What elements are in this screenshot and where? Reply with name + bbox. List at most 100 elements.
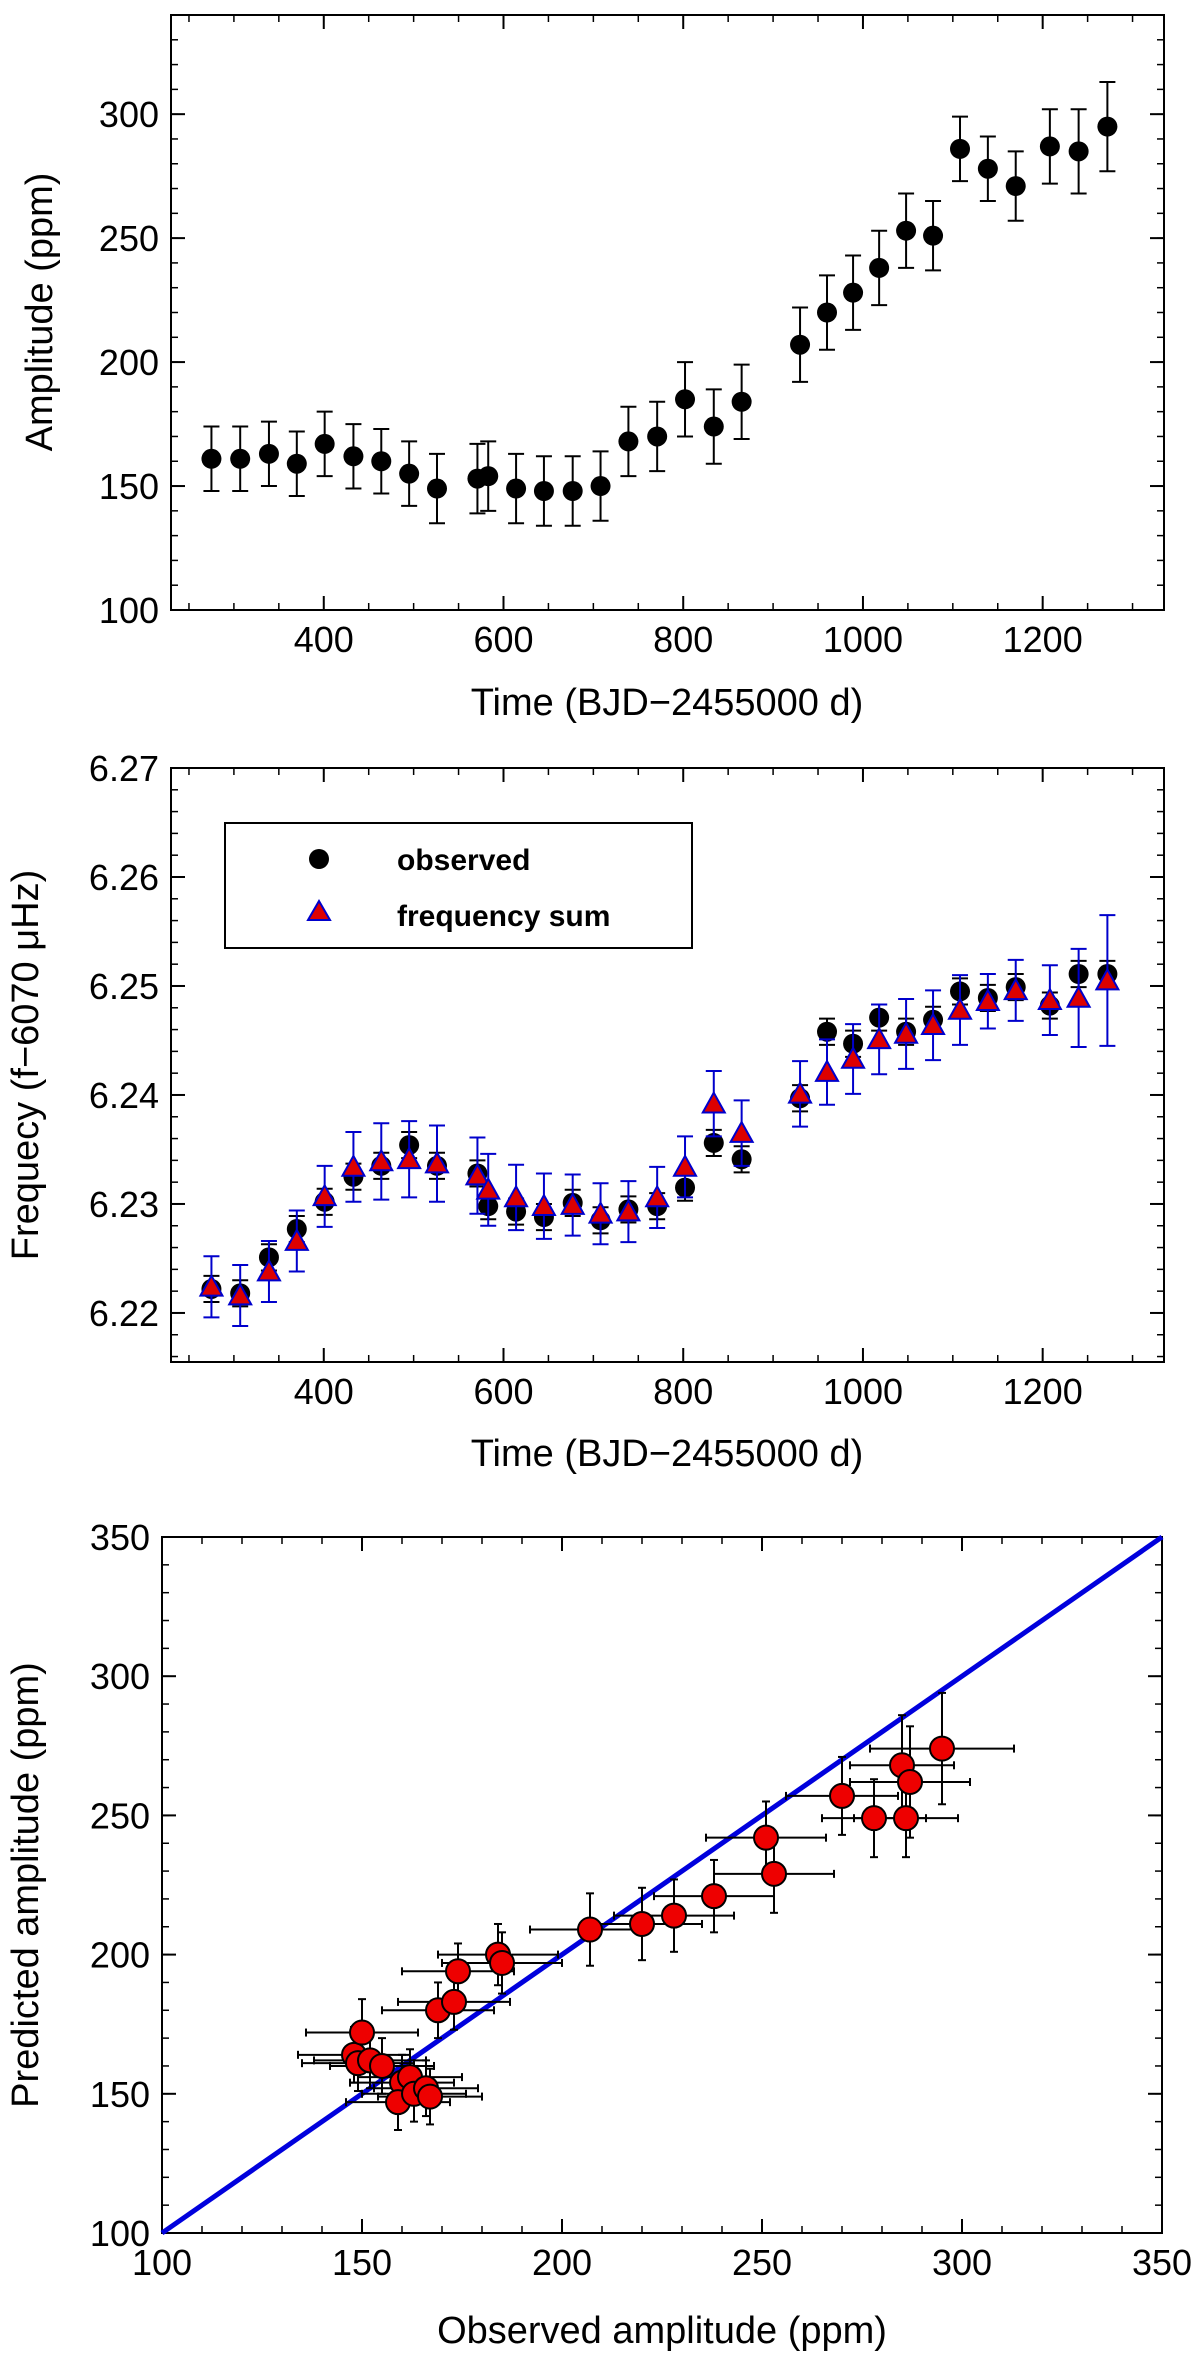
frequency-sum-point (368, 1148, 394, 1172)
frequency-time-panel: 400 600 800 1000 1200 6.22 6.23 6.24 6.25 6.26 6.2… (5, 748, 1165, 1475)
frequency-sum-point (464, 1162, 491, 1186)
y-tick-label: 150 (90, 2074, 150, 2115)
amplitude-point (703, 416, 724, 437)
amplitude-point (258, 443, 279, 464)
scatter-point (861, 1805, 887, 1832)
y-tick-label: 6.23 (89, 1184, 159, 1225)
amplitude-point (731, 391, 752, 412)
x-tick-label: 800 (653, 1371, 713, 1412)
y-tick-label: 100 (90, 2213, 150, 2254)
plot-frame (170, 767, 1165, 1363)
x-tick-label: 350 (1132, 2242, 1192, 2283)
x-tick-label: 600 (473, 1371, 533, 1412)
frequency-sum-point (1037, 987, 1063, 1010)
axis-ticks: 400 600 800 1000 1200 6.22 6.23 6.24 6.25 6.26 6.2… (89, 748, 1164, 1412)
frequency-sum-point (396, 1146, 422, 1170)
amplitude-point (1068, 141, 1089, 162)
y-tick-label: 300 (99, 94, 159, 135)
amplitude-point (1097, 116, 1118, 137)
frequency-sum-point (893, 1020, 919, 1044)
amplitude-point (201, 448, 222, 469)
frequency-sum-point (503, 1184, 529, 1208)
amplitude-point (533, 481, 554, 501)
frequency-sum-point (701, 1090, 727, 1114)
frequency-sum-point (284, 1227, 310, 1251)
y-tick-label: 100 (99, 590, 159, 631)
amplitude-point (977, 158, 998, 179)
frequency-sum-point (587, 1200, 614, 1224)
x-tick-label: 400 (294, 619, 354, 660)
x-tick-label: 1200 (1003, 1371, 1083, 1412)
amplitude-point (817, 302, 838, 323)
scatter-point (829, 1782, 855, 1809)
y-tick-label: 150 (99, 466, 159, 507)
frequency-sum-point (947, 996, 973, 1020)
amplitude-point (230, 448, 251, 469)
y-tick-label: 300 (90, 1656, 150, 1697)
predicted-observed-panel: 100 150 200 250 300 350 100 150 200 250 300 350 Obs… (5, 1517, 1192, 2352)
frequency-sum-point (787, 1080, 813, 1104)
amplitude-point (675, 389, 696, 410)
frequency-sum-point (1094, 967, 1121, 991)
axis-ticks: 100 150 200 250 300 350 100 150 200 250 300 350 (90, 1517, 1192, 2283)
data-marks (160, 1534, 1164, 2236)
frequency-sum-point (975, 988, 1001, 1012)
frequency-sum-point (424, 1150, 450, 1174)
frequency-sum-point (728, 1120, 755, 1143)
scatter-point (445, 1958, 471, 1985)
frequency-sum-point (840, 1045, 866, 1069)
amplitude-time-panel: 400 600 800 1000 1200 100 150 200 250 300 Time (B… (19, 14, 1165, 724)
frequency-sum-point (672, 1153, 698, 1177)
amplitude-point (426, 478, 447, 499)
x-tick-label: 1000 (823, 1371, 903, 1412)
x-tick-label: 200 (532, 2242, 592, 2283)
scatter-point (489, 1949, 515, 1976)
frequency-sum-point (227, 1282, 253, 1306)
x-tick-label: 800 (653, 619, 713, 660)
amplitude-point (286, 453, 307, 474)
scatter-point (761, 1860, 787, 1887)
x-tick-label: 600 (473, 619, 533, 660)
frequency-sum-point (920, 1012, 946, 1036)
scatter-point (349, 2019, 375, 2046)
frequency-sum-point (615, 1198, 642, 1222)
amplitude-point (1039, 136, 1060, 157)
plot-frame (161, 1536, 1163, 2234)
legend-observed-label: observed (397, 844, 530, 877)
y-tick-label: 250 (90, 1795, 150, 1836)
scatter-point (417, 2083, 443, 2110)
scatter-point (369, 2052, 395, 2079)
x-tick-label: 300 (932, 2242, 992, 2283)
frequency-sum-point (531, 1193, 557, 1216)
frequency-sum-point (256, 1258, 282, 1282)
amplitude-point (562, 481, 583, 501)
scatter-point (577, 1916, 603, 1943)
y-axis-label: Predicted amplitude (ppm) (5, 1662, 47, 2108)
frequency-sum-point (198, 1273, 225, 1297)
legend: observed frequency sum (224, 822, 693, 949)
frequency-sum-point (311, 1183, 338, 1207)
x-tick-label: 1000 (823, 619, 903, 660)
legend-box (224, 822, 693, 949)
legend-frequency-sum-marker (306, 899, 332, 921)
amplitude-point (647, 426, 668, 447)
x-axis-label: Observed amplitude (ppm) (437, 2310, 887, 2352)
amplitude-point (1005, 176, 1026, 197)
scatter-point (629, 1910, 655, 1937)
observed-point (817, 1021, 838, 1042)
data-marks (198, 914, 1121, 1328)
amplitude-point (590, 476, 611, 497)
amplitude-point (343, 446, 364, 467)
scatter-point (661, 1902, 687, 1929)
y-tick-label: 250 (99, 218, 159, 259)
amplitude-point (923, 225, 944, 246)
y-tick-label: 6.22 (89, 1293, 159, 1334)
amplitude-point (371, 451, 392, 472)
scatter-point (441, 1988, 467, 2015)
amplitude-point (506, 478, 527, 499)
y-tick-label: 6.24 (89, 1075, 159, 1116)
scatter-point (701, 1883, 727, 1910)
reference-line-y-equals-x (160, 1534, 1164, 2236)
frequency-sum-point (1003, 977, 1029, 1001)
